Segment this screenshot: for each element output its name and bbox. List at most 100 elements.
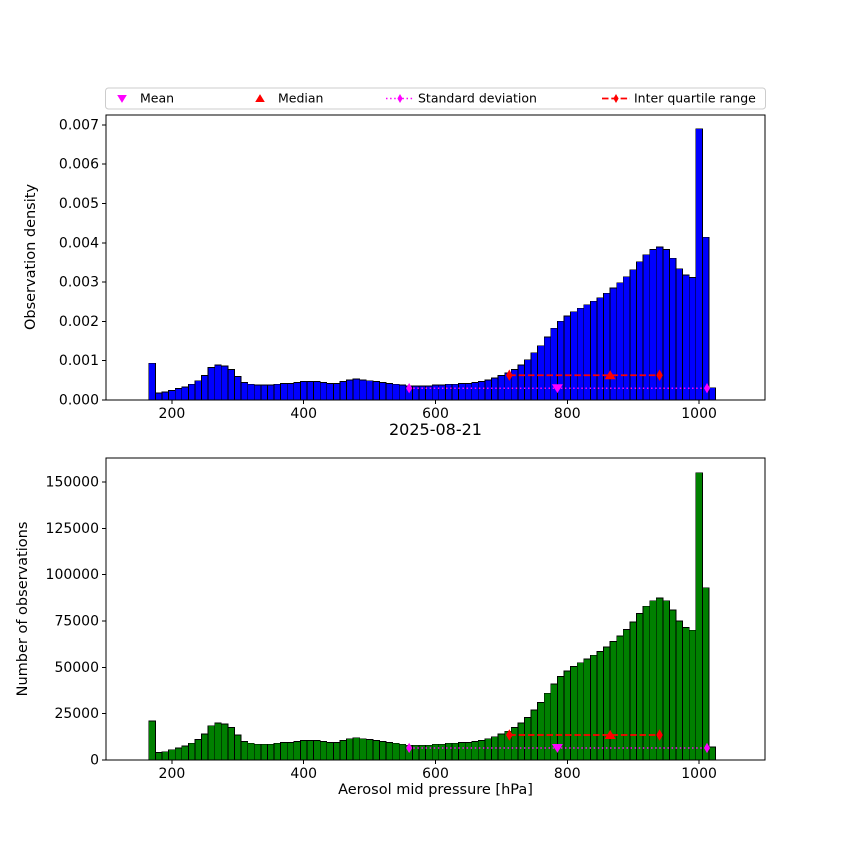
iqr-right-diamond-icon [656, 729, 663, 741]
histogram-bar [517, 722, 525, 761]
histogram-bar [365, 380, 374, 401]
histogram-bar [701, 587, 710, 761]
histogram-bar [438, 384, 446, 401]
observations-count-histogram-bars [148, 472, 716, 761]
histogram-bar [385, 741, 394, 761]
histogram-bar [332, 741, 341, 761]
tick-label: 800 [554, 406, 581, 422]
legend-marker-thin-diamond-icon [397, 93, 403, 104]
histogram-bar [642, 605, 651, 761]
histogram-bar [688, 277, 697, 401]
histogram-bar [537, 345, 545, 401]
histogram-bar [181, 386, 189, 401]
histogram-bar [220, 365, 229, 401]
tick-label: 125000 [46, 521, 99, 537]
histogram-bar [286, 741, 295, 761]
histogram-bar [280, 741, 288, 761]
histogram-bar [431, 743, 440, 761]
histogram-bar [649, 249, 657, 401]
histogram-bar [695, 128, 703, 401]
histogram-bar [155, 752, 163, 761]
histogram-bar [669, 257, 677, 401]
histogram-bar [675, 268, 684, 401]
histogram-bar [207, 725, 216, 761]
distribution-markers [406, 729, 711, 754]
tick-label: 600 [422, 406, 449, 422]
histogram-bar [563, 315, 571, 401]
histogram-bar [444, 742, 453, 761]
histogram-bar [187, 742, 196, 761]
tick-label: 1000 [681, 766, 717, 782]
histogram-bar [444, 383, 453, 401]
histogram-bar [220, 723, 229, 761]
tick-label: 0.002 [59, 314, 99, 330]
histogram-bar [398, 743, 407, 761]
mean-marker-icon [551, 384, 563, 394]
tick-label: 400 [290, 406, 317, 422]
histogram-bar [247, 383, 255, 401]
tick-label: 0.007 [59, 117, 99, 133]
histogram-bar [339, 381, 347, 401]
histogram-bar [214, 722, 222, 761]
histogram-bar [293, 741, 301, 761]
histogram-bar [471, 741, 479, 761]
histogram-bar [636, 613, 644, 761]
legend-label: Inter quartile range [634, 91, 756, 106]
histogram-bar [319, 741, 328, 761]
histogram-bar [326, 741, 334, 761]
histogram-bar [161, 391, 170, 401]
y-axis-ticks: 0 25000 50000 75000 100000 125000 150000 [46, 475, 106, 769]
histogram-bar [207, 367, 216, 401]
histogram-bar [300, 381, 308, 401]
histogram-bar [669, 609, 677, 761]
histogram-bar [497, 733, 506, 761]
histogram-bar [695, 472, 703, 761]
histogram-bar [332, 382, 341, 401]
histogram-bar [484, 738, 492, 761]
histogram-bar [609, 287, 618, 401]
histogram-bar [372, 740, 380, 761]
histogram-bar [649, 600, 657, 761]
histogram-bar [570, 666, 578, 761]
histogram-bar [616, 282, 624, 401]
histogram-bar [510, 368, 519, 401]
tick-label: 0.000 [59, 393, 99, 409]
tick-label: 600 [422, 766, 449, 782]
histogram-bar [379, 382, 387, 401]
legend-marker-triangle-up-icon [255, 94, 265, 102]
tick-label: 150000 [46, 475, 99, 491]
histogram-bar [576, 662, 585, 761]
histogram-bar [464, 382, 473, 401]
x-axis-label: Aerosol mid pressure [hPa] [338, 782, 533, 798]
histogram-bar [313, 381, 321, 401]
histogram-bar [306, 381, 314, 401]
histogram-bar [306, 740, 314, 761]
histogram-bar [260, 743, 268, 761]
tick-label: 1000 [681, 406, 717, 422]
histogram-bar [530, 352, 539, 401]
histogram-bar [398, 384, 407, 401]
legend-box [105, 87, 766, 110]
figure-title: 2025-08-21 [389, 420, 482, 439]
tick-label: 0.005 [59, 196, 99, 212]
histogram-bar [603, 292, 611, 401]
histogram-bar [675, 620, 684, 761]
histogram-bar [662, 600, 670, 761]
tick-label: 50000 [54, 660, 99, 676]
histogram-bar [267, 384, 275, 401]
histogram-bar [616, 635, 624, 761]
histogram-bar [201, 733, 209, 761]
histogram-bar [352, 378, 361, 401]
observations-count-histogram: 200 400 600 800 1000 0 25000 50000 75000 100000 12… [46, 457, 766, 782]
histogram-bar [148, 720, 156, 761]
tick-label: 200 [159, 766, 186, 782]
y-axis-label-count: Number of observations [15, 521, 31, 697]
histogram-bar [543, 692, 552, 761]
histogram-bar [537, 702, 545, 761]
histogram-bar [240, 741, 249, 761]
std-right-diamond-icon [703, 742, 711, 754]
histogram-bar [510, 727, 519, 761]
histogram-bar [280, 382, 288, 401]
histogram-bar [682, 274, 690, 401]
histogram-bar [484, 379, 492, 401]
